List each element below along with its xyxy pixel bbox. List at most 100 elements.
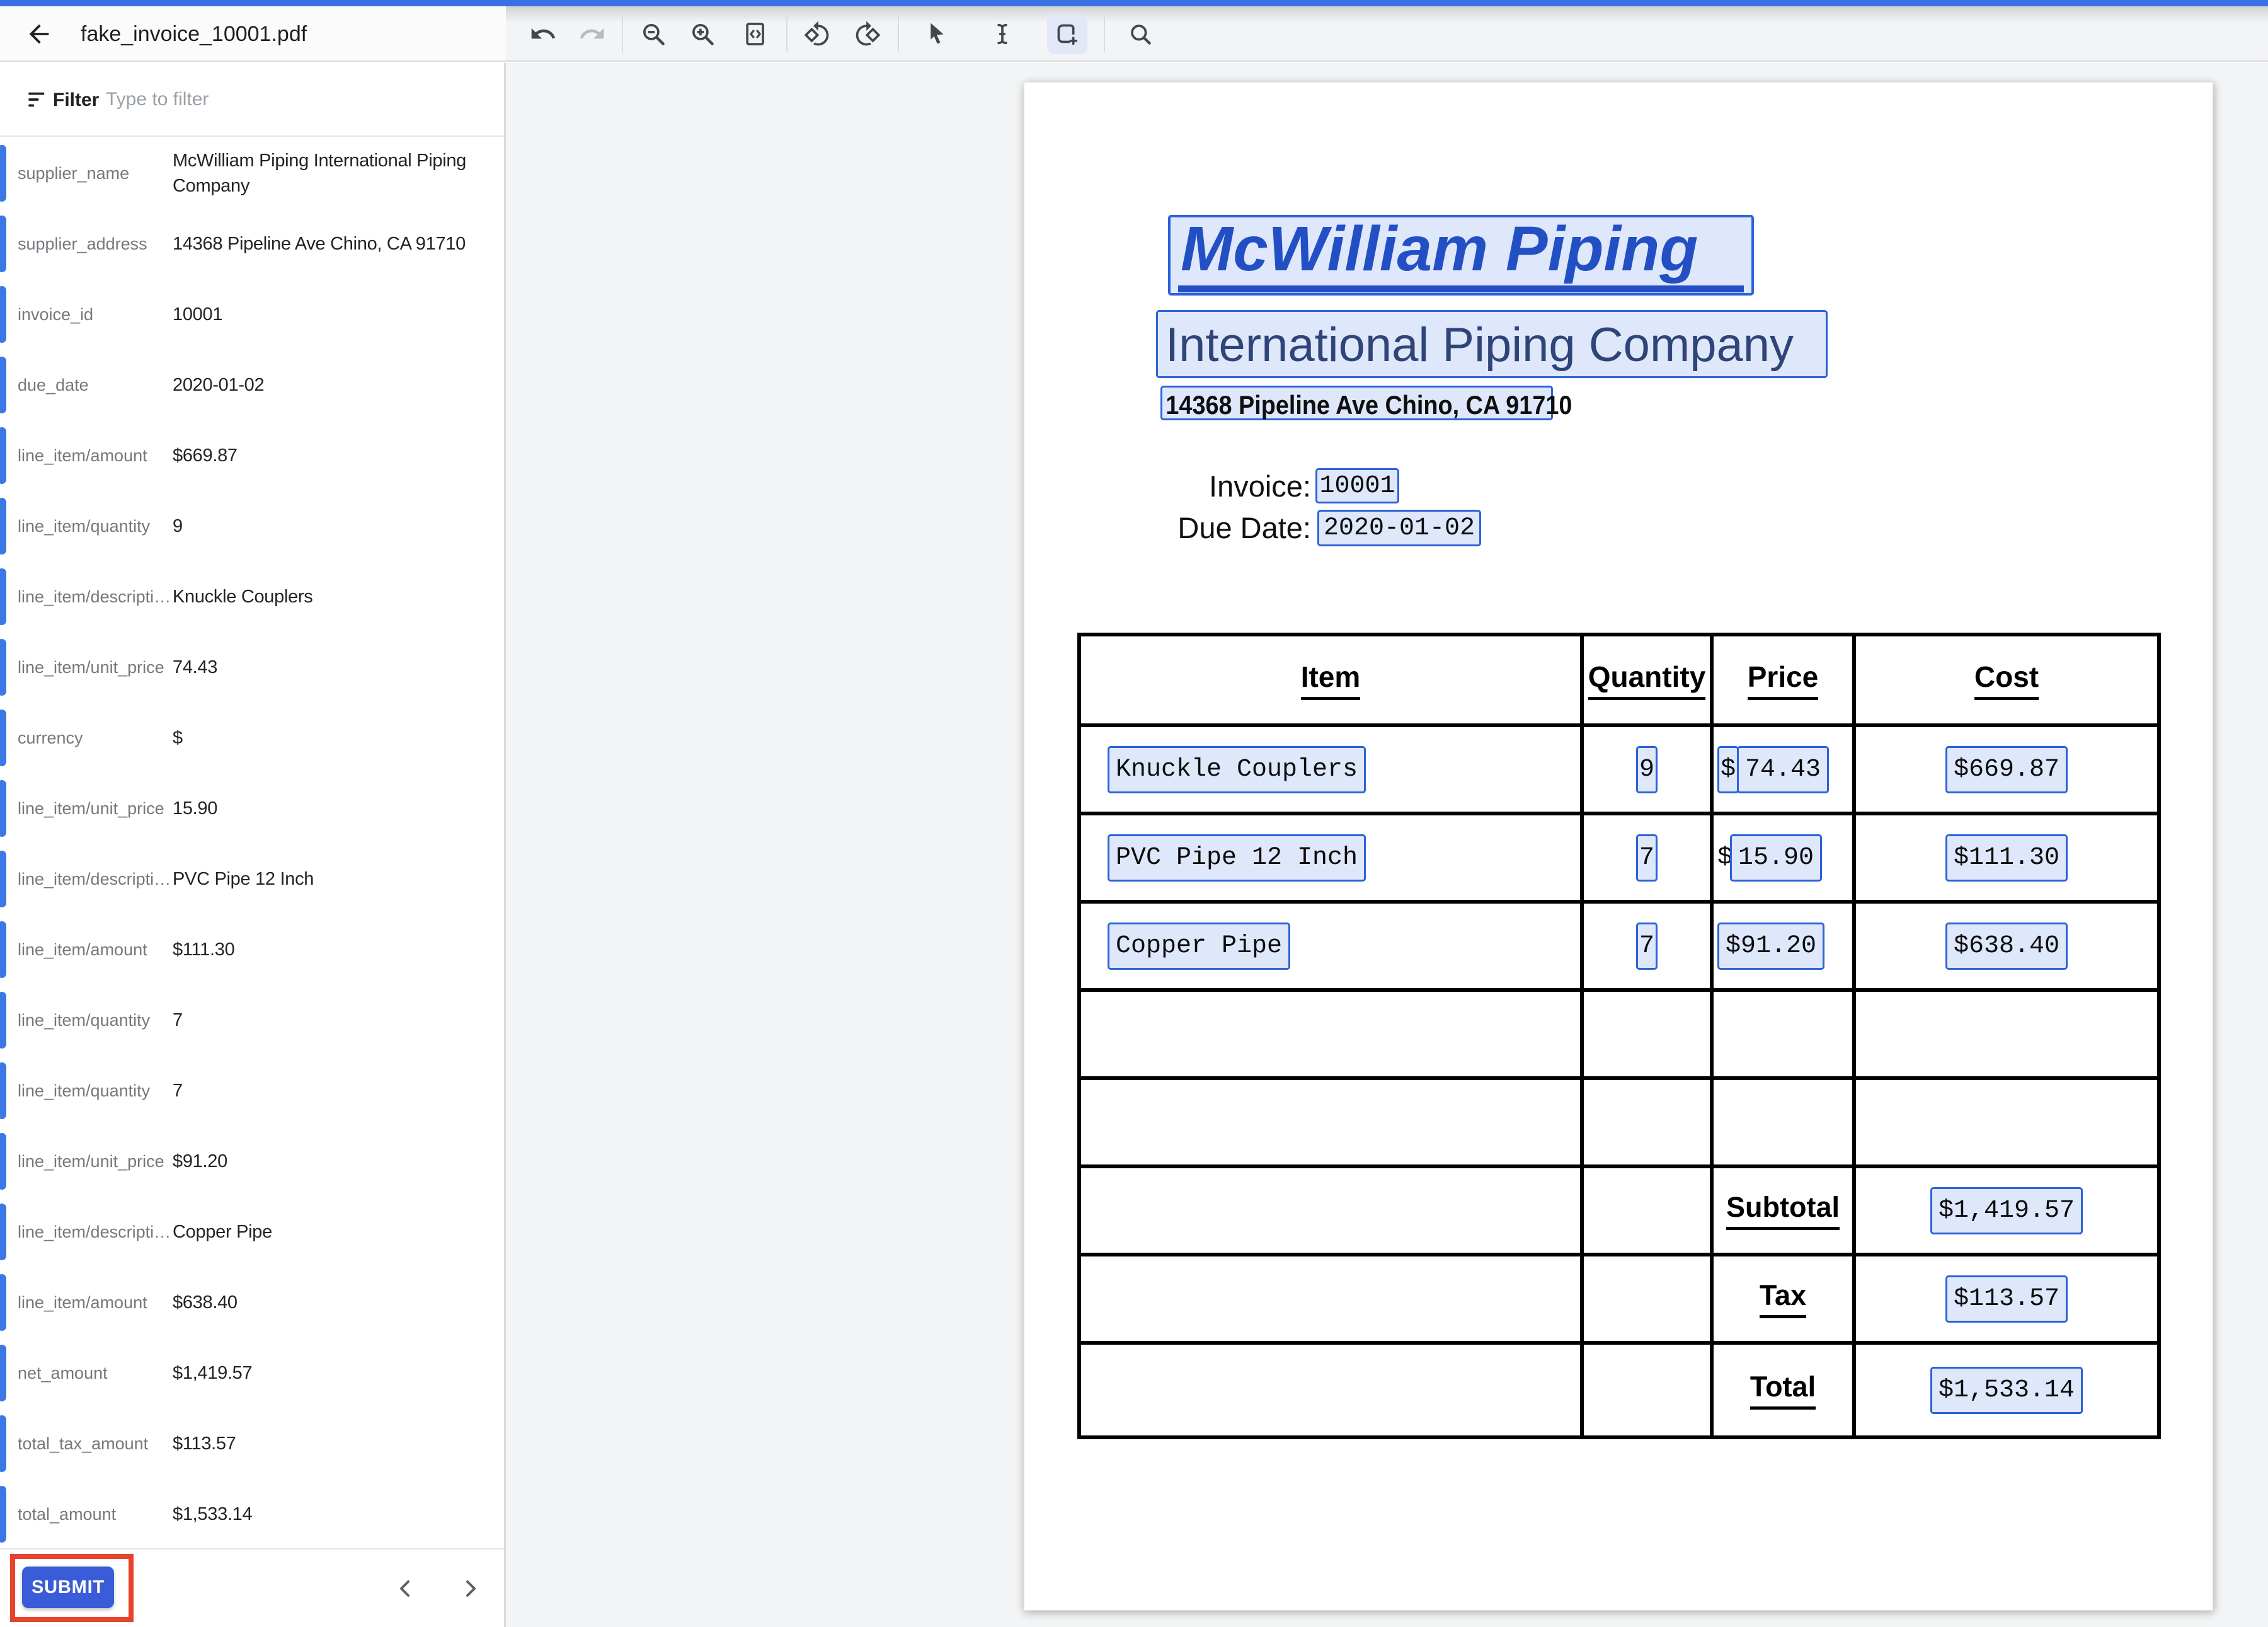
extraction-highlight[interactable]: 7 <box>1635 834 1658 882</box>
extraction-highlight[interactable]: $1,533.14 <box>1930 1366 2083 1414</box>
field-value: $669.87 <box>173 446 238 466</box>
field-value: $113.57 <box>173 1434 236 1454</box>
field-name: total_tax_amount <box>18 1434 149 1453</box>
company-address-text: 14368 Pipeline Ave Chino, CA 91710 <box>1166 390 1572 420</box>
table-cell: $74.43 <box>1714 727 1856 815</box>
zoom-in-button[interactable] <box>682 14 723 54</box>
due-date-highlight[interactable]: 2020-01-02 <box>1317 510 1481 546</box>
field-row[interactable]: line_item/quantity 7 <box>0 985 504 1055</box>
filter-input[interactable] <box>106 81 484 118</box>
field-name: due_date <box>18 375 89 394</box>
field-row[interactable]: net_amount $1,419.57 <box>0 1338 504 1408</box>
extraction-highlight[interactable]: Copper Pipe <box>1108 922 1291 970</box>
field-row[interactable]: total_amount $1,533.14 <box>0 1479 504 1549</box>
field-accent-bar <box>0 780 6 837</box>
table-cell: Total <box>1714 1345 1856 1435</box>
extraction-highlight[interactable]: 9 <box>1635 745 1658 793</box>
table-cell <box>1856 1080 2157 1168</box>
field-list: supplier_name McWilliam Piping Internati… <box>0 138 504 1611</box>
field-row[interactable]: line_item/quantity 9 <box>0 491 504 561</box>
field-row[interactable]: line_item/descripti… Copper Pipe <box>0 1197 504 1267</box>
app-header: fake_invoice_10001.pdf <box>0 6 2268 62</box>
supplier-name-highlight[interactable]: McWilliam Piping <box>1168 215 1754 296</box>
extraction-highlight[interactable]: 74.43 <box>1737 745 1830 793</box>
field-value: 14368 Pipeline Ave Chino, CA 91710 <box>173 234 466 254</box>
field-row[interactable]: line_item/descripti… PVC Pipe 12 Inch <box>0 844 504 914</box>
field-accent-bar <box>0 1274 6 1331</box>
document-canvas: McWilliam Piping International Piping Co… <box>506 63 2268 1627</box>
rotate-right-button[interactable] <box>847 14 888 54</box>
table-cell <box>1584 1256 1714 1345</box>
fit-to-page-button[interactable] <box>735 14 776 54</box>
field-accent-bar <box>0 851 6 907</box>
field-row[interactable]: invoice_id 10001 <box>0 279 504 350</box>
field-row[interactable]: line_item/descripti… Knuckle Couplers <box>0 561 504 632</box>
previous-page-button[interactable] <box>391 1573 421 1604</box>
toolbar-divider <box>1104 16 1105 52</box>
field-accent-bar <box>0 992 6 1049</box>
supplier-address-highlight[interactable]: 14368 Pipeline Ave Chino, CA 91710 <box>1160 386 1572 420</box>
field-name: invoice_id <box>18 304 94 324</box>
redo-button[interactable] <box>572 14 612 54</box>
extraction-highlight[interactable]: Knuckle Couplers <box>1108 745 1366 793</box>
field-row[interactable]: due_date 2020-01-02 <box>0 350 504 420</box>
undo-button[interactable] <box>523 14 563 54</box>
field-row[interactable]: supplier_address 14368 Pipeline Ave Chin… <box>0 209 504 279</box>
summary-label: Subtotal <box>1726 1191 1840 1230</box>
field-value: 2020-01-02 <box>173 375 265 395</box>
due-date-label: Due Date: <box>1177 510 1311 544</box>
extraction-highlight[interactable]: $1,419.57 <box>1930 1187 2083 1234</box>
field-row[interactable]: total_tax_amount $113.57 <box>0 1408 504 1479</box>
filter-bar: Filter <box>0 63 504 137</box>
extraction-highlight[interactable]: 7 <box>1635 922 1658 970</box>
field-value: PVC Pipe 12 Inch <box>173 869 314 889</box>
field-row[interactable]: line_item/amount $638.40 <box>0 1267 504 1338</box>
table-cell <box>1081 1345 1584 1435</box>
table-cell: Quantity <box>1584 636 1714 727</box>
field-row[interactable]: supplier_name McWilliam Piping Internati… <box>0 138 504 209</box>
sidebar-footer: SUBMIT <box>0 1548 504 1627</box>
invoice-id-highlight[interactable]: 10001 <box>1315 468 1399 503</box>
zoom-out-button[interactable] <box>633 14 673 54</box>
extraction-highlight[interactable]: $111.30 <box>1945 834 2068 882</box>
extraction-highlight[interactable]: 15.90 <box>1730 834 1823 882</box>
extraction-highlight[interactable]: $113.57 <box>1945 1275 2068 1323</box>
rotate-left-button[interactable] <box>797 14 837 54</box>
field-row[interactable]: line_item/unit_price $91.20 <box>0 1126 504 1197</box>
table-cell <box>1081 1256 1584 1345</box>
field-name: line_item/descripti… <box>18 1222 171 1241</box>
table-cell <box>1584 992 1714 1080</box>
field-accent-bar <box>0 1204 6 1260</box>
supplier-name-highlight-2[interactable]: International Piping Company <box>1156 310 1828 378</box>
field-row[interactable]: line_item/amount $669.87 <box>0 420 504 491</box>
field-row[interactable]: line_item/amount $111.30 <box>0 914 504 985</box>
table-cell: Subtotal <box>1714 1168 1856 1256</box>
extraction-highlight[interactable]: PVC Pipe 12 Inch <box>1108 834 1366 882</box>
field-row[interactable]: line_item/quantity 7 <box>0 1055 504 1126</box>
table-cell: $113.57 <box>1856 1256 2157 1345</box>
chevron-right-icon <box>466 1580 476 1597</box>
currency-symbol: $ <box>1717 843 1733 872</box>
field-accent-bar <box>0 145 6 202</box>
back-button[interactable] <box>21 16 57 52</box>
field-value: $1,533.14 <box>173 1504 253 1524</box>
submit-button[interactable]: SUBMIT <box>22 1567 114 1608</box>
field-value: $111.30 <box>173 940 235 960</box>
rotate-left-icon <box>804 21 829 46</box>
cursor-tool-button[interactable] <box>917 14 957 54</box>
field-row[interactable]: line_item/unit_price 15.90 <box>0 773 504 844</box>
extraction-highlight[interactable]: $669.87 <box>1945 745 2068 793</box>
field-value: Knuckle Couplers <box>173 587 313 607</box>
text-select-tool-button[interactable] <box>982 14 1022 54</box>
extraction-highlight[interactable]: $91.20 <box>1717 922 1825 970</box>
field-name: line_item/unit_price <box>18 1151 164 1171</box>
field-row[interactable]: currency $ <box>0 703 504 773</box>
next-page-button[interactable] <box>455 1573 485 1604</box>
box-select-tool-button[interactable] <box>1047 14 1087 54</box>
extraction-highlight[interactable]: $ <box>1717 745 1739 793</box>
filter-icon <box>28 92 45 107</box>
search-button[interactable] <box>1120 14 1160 54</box>
field-row[interactable]: line_item/unit_price 74.43 <box>0 632 504 703</box>
extraction-highlight[interactable]: $638.40 <box>1945 922 2068 970</box>
field-name: line_item/unit_price <box>18 798 164 818</box>
